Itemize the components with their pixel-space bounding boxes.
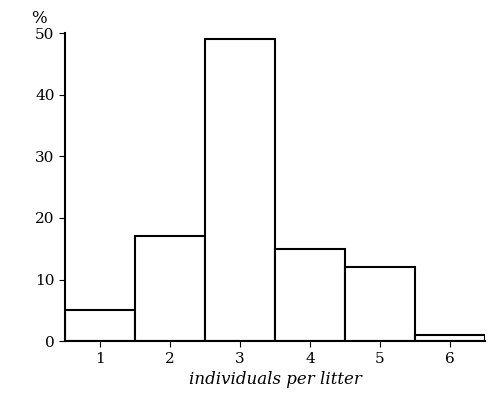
X-axis label: individuals per litter: individuals per litter: [188, 371, 362, 388]
Bar: [135, 236, 205, 341]
Text: %: %: [32, 10, 47, 27]
Bar: [205, 40, 275, 341]
Bar: [415, 335, 485, 341]
Bar: [65, 310, 135, 341]
Bar: [275, 249, 345, 341]
Bar: [345, 267, 415, 341]
